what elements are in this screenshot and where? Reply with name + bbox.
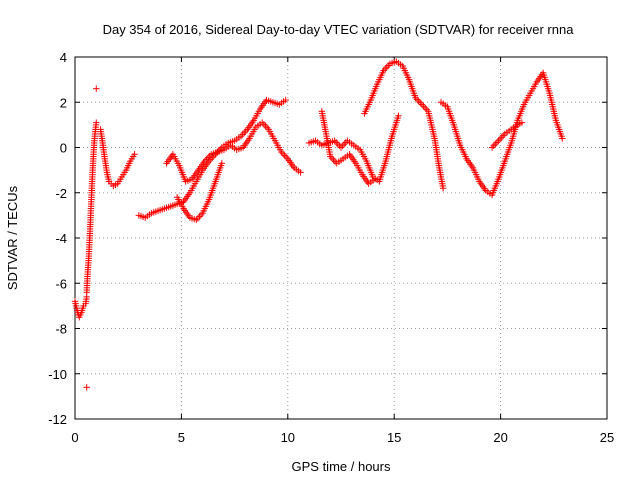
x-tick-label: 5	[178, 430, 185, 445]
x-tick-label: 0	[71, 430, 78, 445]
data-point	[490, 142, 497, 150]
data-point	[281, 152, 288, 159]
data-point	[383, 63, 390, 71]
data-point	[488, 144, 496, 151]
data-point	[395, 112, 402, 120]
data-point	[283, 153, 290, 161]
data-point	[279, 150, 287, 157]
data-point	[263, 124, 271, 131]
x-tick-label: 20	[493, 430, 507, 445]
y-tick-label: -4	[55, 231, 67, 246]
y-axis-label: SDTVAR / TECUs	[5, 185, 20, 290]
data-point	[420, 103, 427, 110]
data-point	[131, 151, 138, 158]
data-point	[218, 160, 226, 167]
data-point	[194, 215, 202, 222]
y-tick-label: -12	[48, 412, 67, 427]
y-tick-label: 4	[60, 50, 67, 65]
data-point-outlier	[93, 85, 100, 92]
data-point	[417, 99, 424, 107]
y-axis-ticks: -12 -10 -8 -6 -4 -2 0 2 4	[48, 50, 607, 427]
data-point	[559, 135, 566, 142]
data-point	[492, 140, 499, 148]
y-tick-label: -2	[55, 186, 67, 201]
data-point	[495, 137, 502, 144]
data-point-outlier	[83, 384, 90, 391]
data-point	[333, 139, 340, 146]
y-tick-label: -6	[55, 276, 67, 291]
data-point	[297, 169, 304, 176]
data-point	[239, 131, 246, 138]
data-points	[71, 58, 566, 391]
x-tick-label: 25	[600, 430, 614, 445]
data-point	[518, 119, 526, 126]
y-tick-label: -8	[55, 322, 67, 337]
data-point	[498, 134, 505, 141]
data-point	[493, 139, 501, 146]
chart-title: Day 354 of 2016, Sidereal Day-to-day VTE…	[103, 22, 575, 37]
x-tick-label: 15	[387, 430, 401, 445]
data-point	[339, 142, 346, 150]
data-point	[496, 135, 504, 143]
data-point	[415, 97, 422, 105]
data-point	[282, 96, 289, 104]
data-point	[337, 144, 345, 151]
x-tick-label: 10	[281, 430, 295, 445]
y-tick-label: -10	[48, 367, 67, 382]
y-tick-label: 0	[60, 141, 67, 156]
grid-lines	[75, 57, 607, 419]
data-point	[242, 127, 249, 135]
x-axis-label: GPS time / hours	[292, 459, 391, 474]
data-point	[439, 185, 447, 192]
y-tick-label: 2	[60, 95, 67, 110]
x-axis-ticks: 0 5 10 15 20 25	[71, 57, 614, 445]
data-point	[93, 119, 100, 126]
data-point	[421, 104, 429, 112]
data-point	[260, 121, 268, 128]
data-point	[240, 129, 248, 136]
data-point	[371, 175, 379, 183]
